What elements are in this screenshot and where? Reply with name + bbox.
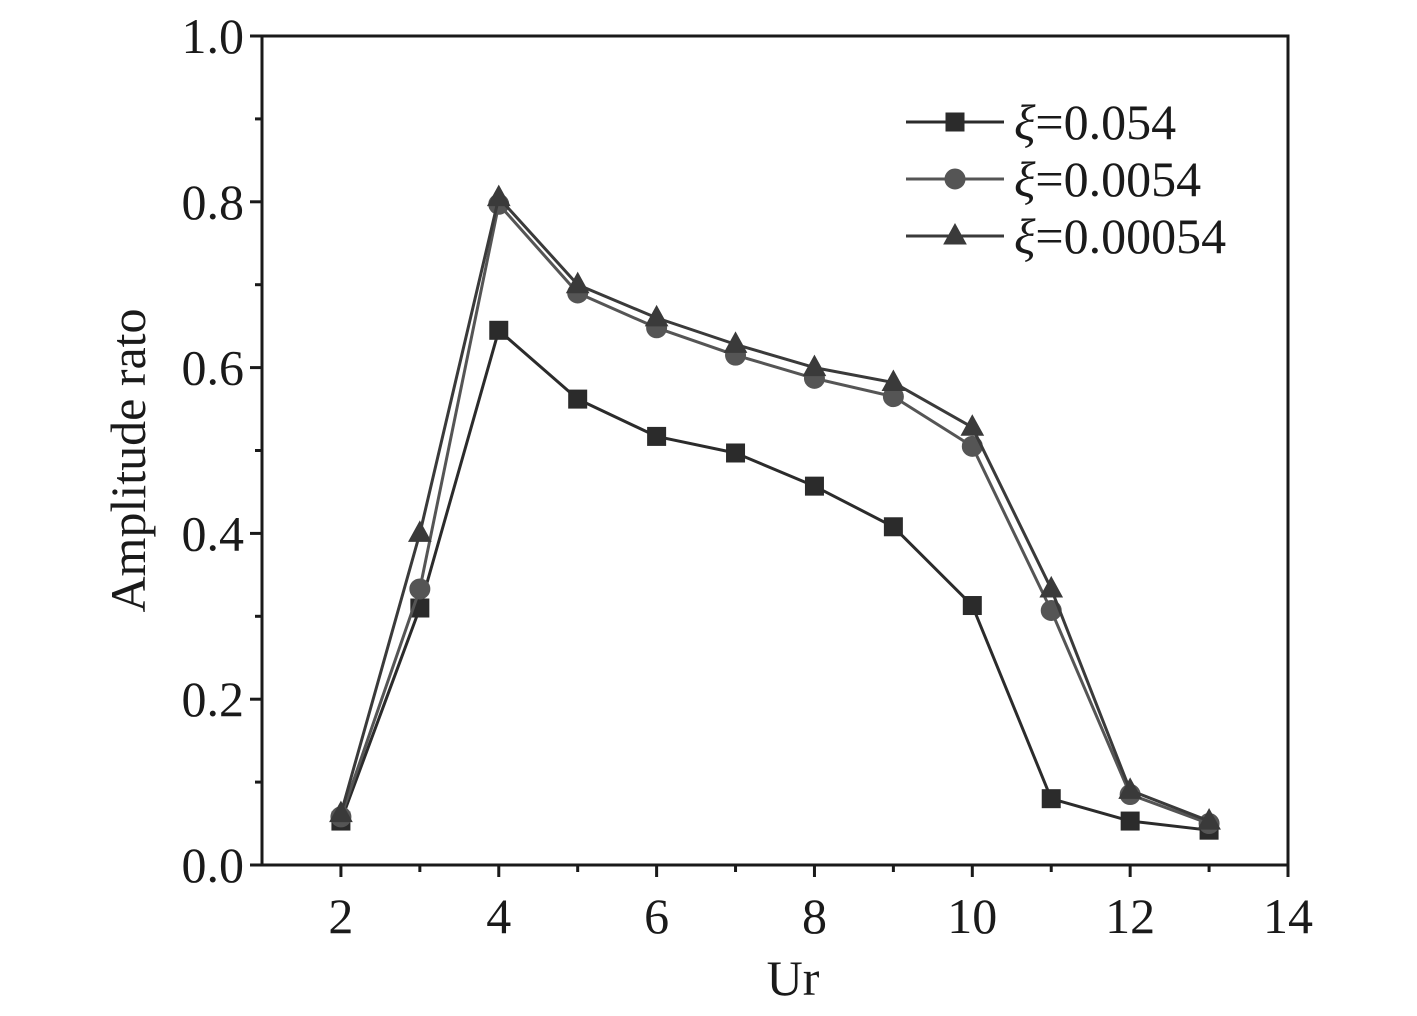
series-line	[339, 202, 1210, 825]
legend-symbol: ξ	[1014, 151, 1036, 207]
data-point	[723, 331, 748, 353]
axes: 2 4 6 8 10 12 14 0.0 0.2 0.4 0.6 0.8 1.0	[182, 8, 1314, 944]
legend-symbol: ξ	[1014, 208, 1036, 264]
data-point	[1120, 811, 1140, 831]
legend-value: =0.054	[1035, 94, 1176, 150]
series-2	[330, 193, 1220, 835]
y-tick-label: 0.8	[182, 174, 245, 230]
data-point	[486, 184, 511, 207]
legend-label: ξ=0.00054	[1014, 208, 1226, 264]
data-point	[881, 369, 906, 392]
x-tick-label: 4	[486, 888, 511, 944]
data-point	[804, 476, 824, 496]
x-tick-label: 14	[1263, 888, 1313, 944]
legend-value: =0.00054	[1035, 208, 1226, 264]
data-point	[647, 426, 667, 446]
y-tick-label: 0.4	[182, 505, 245, 561]
y-tick-label: 0.6	[182, 340, 245, 396]
x-axis-title: Ur	[767, 950, 820, 1006]
plot-area	[329, 184, 1221, 840]
legend-entry: ξ=0.0054	[906, 151, 1201, 207]
data-point	[726, 443, 746, 463]
x-tick-label: 12	[1105, 888, 1155, 944]
legend-marker	[944, 168, 966, 190]
legend-symbol: ξ	[1014, 94, 1036, 150]
data-point	[489, 320, 509, 340]
legend-label: ξ=0.0054	[1014, 151, 1201, 207]
data-point	[1118, 777, 1142, 799]
series-line	[339, 328, 1210, 832]
data-point	[1197, 808, 1221, 830]
y-tick-label: 1.0	[182, 8, 245, 64]
legend-marker	[943, 222, 967, 245]
x-tick-label: 8	[802, 888, 827, 944]
x-tick-label: 6	[644, 888, 669, 944]
data-point	[1039, 575, 1064, 598]
data-point	[568, 389, 588, 409]
data-point	[565, 271, 590, 294]
y-tick-label: 0.0	[182, 837, 245, 893]
legend-entry: ξ=0.00054	[906, 208, 1226, 264]
series-1	[331, 320, 1219, 840]
data-point	[802, 354, 827, 377]
data-point	[960, 414, 985, 436]
data-point	[644, 304, 669, 327]
y-axis-title: Amplitude rato	[100, 308, 156, 612]
y-tick-label: 0.2	[182, 671, 245, 727]
x-tick-label: 2	[328, 888, 353, 944]
data-point	[883, 517, 903, 537]
legend-value: =0.0054	[1035, 151, 1201, 207]
series-3	[329, 184, 1221, 830]
data-point	[408, 520, 432, 542]
data-point	[409, 578, 431, 600]
legend-label: ξ=0.054	[1014, 94, 1176, 150]
data-point	[329, 800, 353, 823]
legend-marker	[945, 112, 965, 132]
x-tick-label: 10	[947, 888, 997, 944]
data-point	[962, 596, 982, 616]
legend-entry: ξ=0.054	[906, 94, 1176, 150]
data-point	[1041, 789, 1061, 809]
series-line	[339, 196, 1210, 823]
